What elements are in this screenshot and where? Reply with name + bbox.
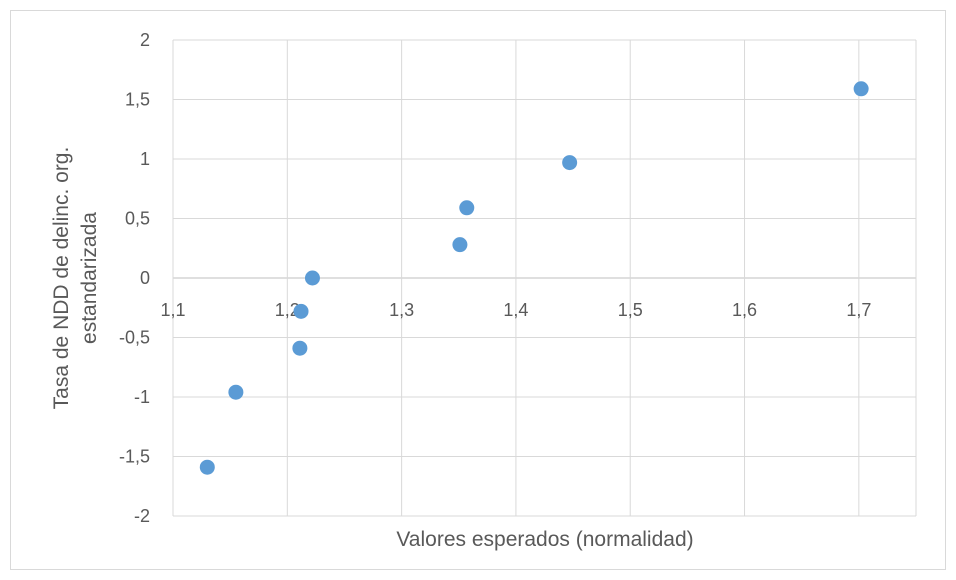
y-tick-label: -1 [134,387,150,407]
chart-frame [10,10,946,570]
data-point [459,200,475,216]
data-point [292,340,308,356]
x-tick-label: 1,3 [389,300,414,320]
x-tick-label: 1,5 [618,300,643,320]
y-tick-label: 0 [140,268,150,288]
x-tick-label: 1,1 [160,300,185,320]
y-tick-label: -1,5 [119,447,150,467]
x-tick-label: 1,2 [275,300,300,320]
y-tick-label: 1 [140,149,150,169]
x-tick-label: 1,7 [846,300,871,320]
x-tick-label: 1,4 [503,300,528,320]
y-tick-label: 0,5 [125,209,150,229]
data-point [452,237,468,253]
x-tick-label: 1,6 [732,300,757,320]
data-point [293,303,309,319]
y-tick-label: 1,5 [125,90,150,110]
x-axis-title: Valores esperados (normalidad) [396,528,693,551]
grid [172,39,917,517]
data-point [304,270,320,286]
data-points [199,81,869,475]
data-point [853,81,869,97]
y-axis-title-line-1: Tasa de NDD de delinc. org. [50,147,73,410]
y-axis-title-line-2: estandarizada [78,212,101,344]
y-tick-label: -2 [134,506,150,526]
y-tick-label: -0,5 [119,328,150,348]
tick-labels: 2 1,5 1 0,5 0 -0,5 -1 -1,5 -2 1,1 1,2 1,3 1,4 1,5 1,6 1… [119,30,871,526]
data-point [199,459,215,475]
y-tick-label: 2 [140,30,150,50]
data-point [562,155,578,171]
data-point [228,384,244,400]
